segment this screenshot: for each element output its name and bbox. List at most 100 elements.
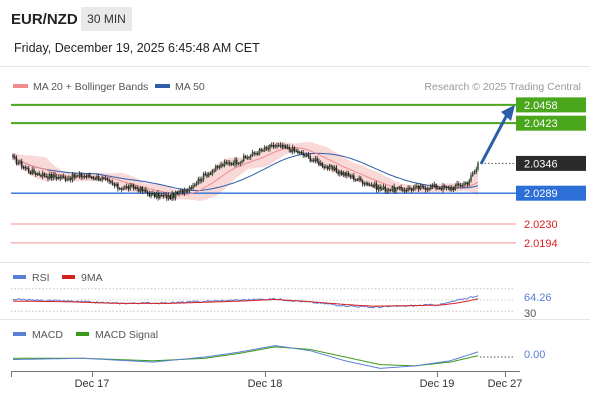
candle-body-up xyxy=(167,195,170,199)
candle-body-down xyxy=(458,183,460,186)
candle-body-up xyxy=(328,165,331,170)
candle-body-down xyxy=(367,182,369,186)
candle xyxy=(59,174,61,182)
candle xyxy=(141,186,144,195)
candle-body-down xyxy=(347,172,350,176)
candle xyxy=(337,169,339,177)
candle-body-up xyxy=(118,188,121,190)
candle-body-down xyxy=(103,177,105,180)
candle xyxy=(21,158,23,170)
candle xyxy=(222,163,224,168)
candle xyxy=(354,178,357,182)
candle-body-down xyxy=(244,155,247,158)
candle xyxy=(55,174,58,181)
candle xyxy=(281,142,283,150)
candle-body-up xyxy=(159,194,161,199)
candle-body-down xyxy=(307,154,310,157)
candle-body-down xyxy=(431,185,434,187)
candle xyxy=(458,181,460,188)
candle-body-down xyxy=(111,182,114,185)
macd-signal-legend-swatch xyxy=(76,332,89,336)
candle xyxy=(330,164,332,170)
time-tick-label: Dec 18 xyxy=(248,378,283,390)
candle-body-down xyxy=(256,153,259,155)
candle xyxy=(89,172,91,179)
candle xyxy=(33,167,35,175)
candle-body-down xyxy=(281,144,283,148)
rsi-pane: 64.26 30 xyxy=(11,288,552,320)
candle-body-up xyxy=(351,175,353,178)
candle-body-down xyxy=(265,147,268,149)
candle-body-up xyxy=(61,176,63,179)
candle-body-down xyxy=(148,193,151,197)
candle xyxy=(19,159,21,165)
candle-body-up xyxy=(277,145,280,147)
macd-legend-label: MACD xyxy=(32,329,63,341)
candle xyxy=(435,183,437,191)
candle xyxy=(54,171,56,180)
symbol-title: EUR/NZD xyxy=(11,11,78,28)
candle-body-up xyxy=(174,191,177,198)
candle xyxy=(391,185,394,193)
candle-body-down xyxy=(146,191,149,194)
candle-body-up xyxy=(41,173,44,177)
candle-body-up xyxy=(213,170,215,172)
candle xyxy=(244,154,247,159)
candle xyxy=(27,165,30,175)
candle-body-up xyxy=(365,182,367,185)
price-pane: 2.0458 2.0423 2.0346 2.0289 2.0230 2.0194 xyxy=(11,97,586,250)
candle xyxy=(290,147,292,154)
candle xyxy=(131,183,133,188)
candle-body-down xyxy=(169,195,172,200)
candle-body-up xyxy=(197,178,200,184)
candle xyxy=(110,179,112,185)
candle-body-down xyxy=(438,187,441,190)
candle-body-down xyxy=(181,190,184,194)
macd-legend-swatch xyxy=(13,332,26,336)
candle-body-up xyxy=(407,187,409,191)
candle-body-down xyxy=(59,176,61,179)
candle xyxy=(403,187,406,194)
rsi-legend-label: RSI xyxy=(32,272,50,284)
candle xyxy=(236,157,238,167)
candle-body-down xyxy=(50,173,53,179)
candle xyxy=(339,169,341,177)
candle-body-up xyxy=(437,187,439,190)
candle xyxy=(124,185,126,191)
candle xyxy=(87,173,89,179)
candle xyxy=(323,164,325,171)
candle-body-up xyxy=(237,163,240,165)
candle xyxy=(307,151,310,159)
candle xyxy=(321,161,324,169)
candle-body-up xyxy=(223,161,226,166)
candle-body-down xyxy=(27,168,30,173)
candle-body-up xyxy=(131,184,133,187)
candle xyxy=(424,185,427,193)
candle xyxy=(17,160,19,166)
candle xyxy=(256,151,259,157)
candle-body-down xyxy=(405,189,408,192)
candle-body-up xyxy=(139,187,142,192)
candle xyxy=(197,176,200,186)
resistance-price-label: 2.0458 xyxy=(524,100,558,112)
timeframe-button[interactable]: 30 MIN xyxy=(81,7,132,31)
candle-body-up xyxy=(134,187,137,189)
candle-body-up xyxy=(475,169,477,173)
candle-body-down xyxy=(361,180,364,184)
candle-body-up xyxy=(31,169,33,174)
candle xyxy=(213,168,215,174)
candle-body-up xyxy=(414,186,416,189)
candle xyxy=(442,183,444,193)
candle xyxy=(113,181,116,189)
candle-body-up xyxy=(241,160,243,163)
candle-body-down xyxy=(47,176,49,179)
candle-body-down xyxy=(110,180,112,183)
candle-body-down xyxy=(152,193,154,195)
rsi-tick-label: 30 xyxy=(524,308,536,320)
candle xyxy=(22,165,25,170)
candle-body-up xyxy=(208,173,210,177)
candle-body-down xyxy=(309,156,311,161)
macd-signal-legend-label: MACD Signal xyxy=(95,329,158,341)
candle-body-up xyxy=(358,177,360,181)
candle xyxy=(459,182,462,188)
